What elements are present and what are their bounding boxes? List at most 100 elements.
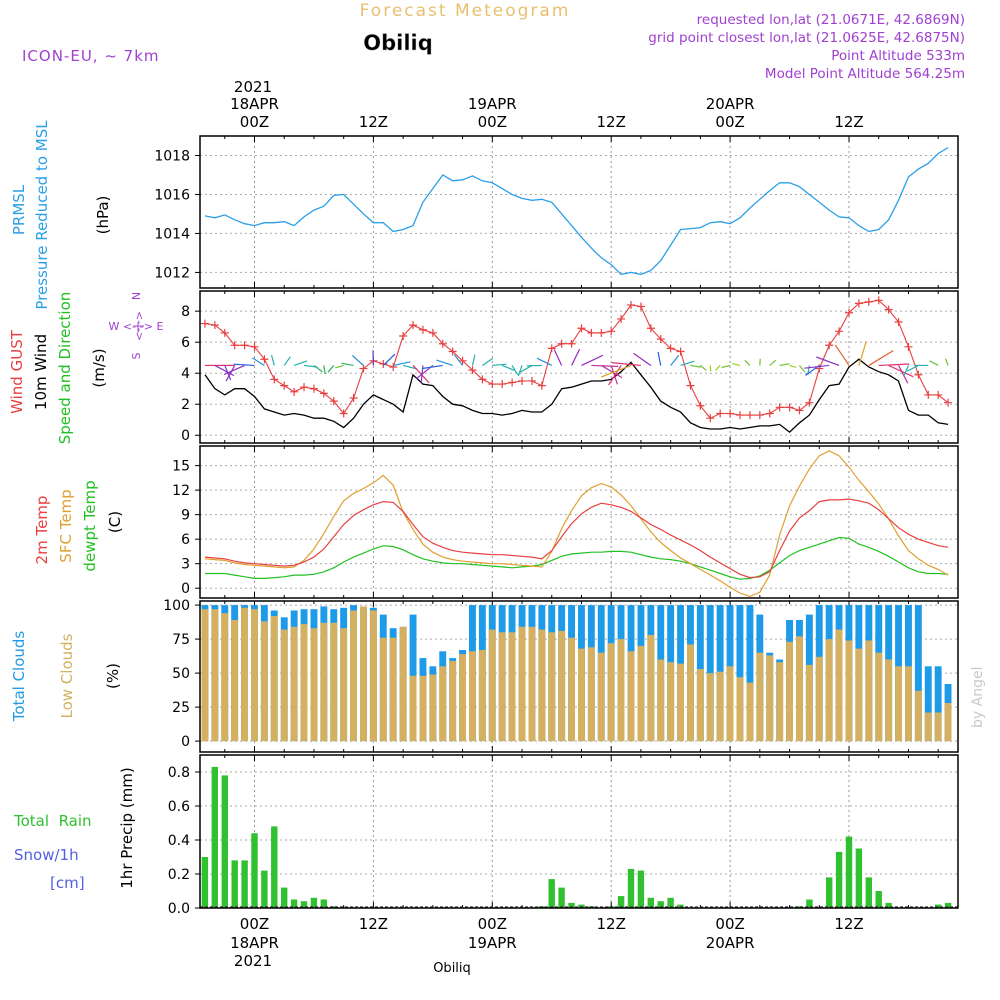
low-clouds-bar (885, 659, 893, 742)
gust-marker (468, 366, 477, 375)
gust-marker (557, 339, 566, 348)
gust-marker (200, 319, 209, 328)
gust-marker (339, 409, 348, 418)
wind-direction-label: Speed and Direction (56, 292, 74, 445)
wind-arrow (351, 355, 364, 366)
wind-arrow (878, 363, 910, 367)
low-clouds-bar (459, 654, 466, 742)
rain-bar (806, 899, 813, 908)
bottom-hour-label: 00Z (478, 915, 507, 933)
gust-marker (646, 324, 655, 333)
footer-location: Obiliq (433, 961, 471, 976)
temp2m-label: 2m Temp (33, 496, 51, 565)
rain-bar (221, 775, 228, 908)
y-tick-label: 75 (172, 632, 190, 648)
gust-marker (508, 378, 517, 387)
wind-arrow (868, 350, 894, 366)
wind-arrow (581, 354, 604, 366)
wind-line (204, 358, 949, 433)
wind-arrow (903, 365, 910, 377)
temp2m-line (204, 498, 949, 579)
rain-bar (617, 896, 625, 908)
low-clouds-bar (360, 606, 367, 742)
gust-marker (686, 381, 695, 390)
wind-arrow (898, 365, 909, 384)
rain-bar (261, 870, 268, 908)
low-clouds-bar (568, 637, 575, 742)
y-tick-label: 1018 (154, 148, 190, 164)
y-tick-label: 3 (181, 557, 190, 573)
gust-marker (448, 347, 457, 356)
rain-bar (637, 870, 645, 908)
wind-arrow (608, 365, 622, 386)
low-clouds-bar (439, 666, 447, 742)
sfc-temp-label: SFC Temp (57, 489, 75, 562)
low-clouds-bar (905, 666, 912, 742)
low-clouds-bar (231, 620, 239, 742)
wind-arrow (382, 353, 396, 366)
low-clouds-bar (706, 673, 714, 742)
low-clouds-bar (548, 632, 556, 742)
wind-arrow (804, 364, 830, 369)
rain-bar (627, 868, 635, 908)
rain-bar (835, 851, 843, 908)
low-clouds-bar (201, 609, 209, 742)
low-clouds-bar (300, 624, 308, 742)
panel-frame (199, 290, 959, 444)
y-tick-label: 0.0 (168, 901, 190, 917)
low-clouds-bar (756, 652, 764, 742)
gust-marker (845, 308, 854, 317)
rain-bar (885, 902, 892, 908)
low-clouds-bar (944, 703, 952, 742)
grid-point-coords: grid point closest lon,lat (21.0625E, 42… (648, 30, 965, 46)
top-date-label: 20APR (706, 95, 755, 113)
low-clouds-bar (865, 640, 873, 742)
subtitle: Forecast Meteogram (360, 1, 571, 21)
snow-unit: [cm] (50, 874, 85, 892)
wind-arrow (422, 364, 443, 370)
gust-marker (854, 299, 863, 308)
rain-bar (578, 904, 585, 908)
low-clouds-bar (637, 645, 645, 742)
low-clouds-bar (558, 630, 566, 742)
top-hour-label: 12Z (597, 113, 626, 131)
low-clouds-bar (835, 629, 843, 742)
gust-marker (864, 297, 873, 306)
temp-labels: 2m Temp SFC Temp dewpt Temp (C) (33, 480, 124, 571)
panel-frame (199, 135, 959, 289)
gust-marker (409, 321, 418, 330)
low-clouds-bar (320, 622, 328, 742)
wind-arrow (600, 364, 632, 378)
wind-arrow (323, 365, 326, 375)
rain-bar (558, 887, 565, 908)
gust-marker (825, 341, 834, 350)
wind-arrow (779, 363, 790, 367)
gust-label: Wind GUST (8, 329, 26, 414)
wind-arrow (511, 365, 519, 376)
gust-marker (309, 384, 318, 393)
wind-arrow (591, 364, 619, 367)
gust-marker (755, 411, 764, 420)
top-hour-label: 12Z (359, 113, 388, 131)
rain-bar (211, 766, 218, 908)
low-clouds-bar (310, 628, 318, 742)
gust-marker (745, 411, 754, 420)
rain-bar (796, 906, 803, 908)
sfc-temp-line (204, 450, 949, 598)
gust-marker (627, 300, 636, 309)
wind-arrow (690, 364, 702, 368)
gust-marker (349, 394, 358, 403)
wind-arrow (731, 363, 741, 367)
total-clouds-bar (914, 605, 922, 742)
gust-marker (240, 341, 249, 350)
gust-marker (280, 381, 289, 390)
low-clouds-bar (211, 609, 219, 742)
low-clouds-bar (488, 629, 496, 742)
low-clouds-bar (914, 690, 922, 742)
y-tick-label: 50 (172, 666, 190, 682)
low-clouds-bar (330, 622, 338, 742)
bottom-hour-label: 00Z (240, 915, 269, 933)
low-clouds-bar (538, 629, 546, 742)
y-tick-label: 0.6 (168, 799, 190, 815)
